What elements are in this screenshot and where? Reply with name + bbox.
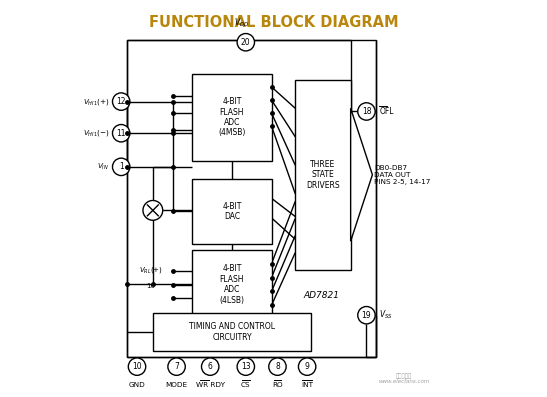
Circle shape — [299, 358, 316, 375]
Circle shape — [168, 358, 185, 375]
Text: 9: 9 — [305, 362, 310, 371]
Text: INT: INT — [301, 382, 313, 388]
Text: 4-BIT
DAC: 4-BIT DAC — [222, 202, 242, 221]
Text: 11: 11 — [117, 129, 126, 138]
Circle shape — [237, 33, 254, 51]
Text: 电子发烧友
www.elecfans.com: 电子发烧友 www.elecfans.com — [379, 373, 430, 384]
Text: FUNCTIONAL BLOCK DIAGRAM: FUNCTIONAL BLOCK DIAGRAM — [149, 15, 398, 29]
Text: $V_{SS}$: $V_{SS}$ — [379, 309, 393, 322]
Text: TIMING AND CONTROL
CIRCUITRY: TIMING AND CONTROL CIRCUITRY — [189, 322, 275, 342]
Circle shape — [269, 358, 286, 375]
Text: THREE
STATE
DRIVERS: THREE STATE DRIVERS — [306, 160, 340, 190]
Text: $V_{HI1}(-)$: $V_{HI1}(-)$ — [83, 128, 109, 138]
Text: DB0-DB7
DATA OUT
PINS 2-5, 14-17: DB0-DB7 DATA OUT PINS 2-5, 14-17 — [374, 165, 430, 185]
Bar — [295, 80, 351, 270]
Circle shape — [143, 200, 162, 220]
Text: RO: RO — [272, 382, 283, 388]
Text: $V_{DD}$: $V_{DD}$ — [234, 16, 249, 29]
Text: 20: 20 — [241, 38, 251, 47]
Text: 6: 6 — [208, 362, 213, 371]
Circle shape — [113, 158, 130, 175]
Bar — [127, 40, 376, 357]
Text: 12: 12 — [117, 97, 126, 106]
Polygon shape — [351, 108, 373, 241]
Circle shape — [358, 306, 375, 324]
Circle shape — [113, 125, 130, 142]
Text: 10: 10 — [132, 362, 142, 371]
Text: AD7821: AD7821 — [303, 291, 339, 300]
Text: 1: 1 — [119, 162, 124, 172]
Text: 8: 8 — [275, 362, 280, 371]
Text: $V_{IN}$: $V_{IN}$ — [97, 162, 109, 172]
Bar — [193, 179, 271, 244]
Text: $V_{RL}(+)$: $V_{RL}(+)$ — [139, 265, 163, 275]
Text: 19: 19 — [362, 311, 371, 320]
Circle shape — [201, 358, 219, 375]
Circle shape — [113, 93, 130, 110]
Circle shape — [237, 358, 254, 375]
Text: GND: GND — [129, 382, 146, 388]
Text: WR RDY: WR RDY — [196, 382, 225, 388]
Text: $V_{HI1}(+)$: $V_{HI1}(+)$ — [83, 96, 109, 106]
Bar — [193, 74, 271, 161]
Bar — [153, 313, 311, 351]
Text: 18: 18 — [362, 107, 371, 116]
Text: 4-BIT
FLASH
ADC
(4LSB): 4-BIT FLASH ADC (4LSB) — [219, 264, 245, 304]
Text: 7: 7 — [174, 362, 179, 371]
Text: MODE: MODE — [166, 382, 188, 388]
Circle shape — [358, 103, 375, 120]
Text: 13: 13 — [241, 362, 251, 371]
Text: CS: CS — [241, 382, 251, 388]
Text: 16: 16 — [147, 283, 155, 289]
Text: 4-BIT
FLASH
ADC
(4MSB): 4-BIT FLASH ADC (4MSB) — [218, 97, 246, 137]
Circle shape — [129, 358, 146, 375]
Bar — [193, 250, 271, 319]
Text: OFL: OFL — [379, 107, 394, 116]
